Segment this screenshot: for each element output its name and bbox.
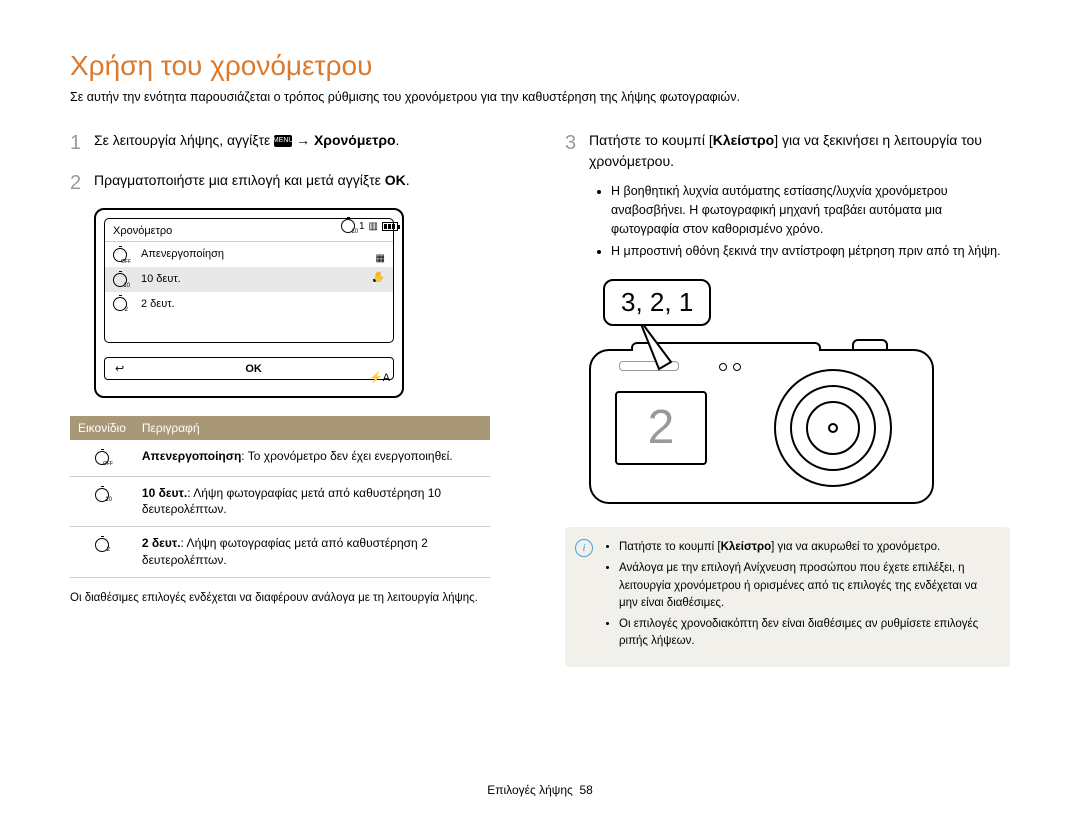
- ok-label: OK: [385, 172, 406, 188]
- mode-icon: ▦: [376, 253, 385, 264]
- option-label: Απενεργοποίηση: [141, 248, 224, 260]
- step2-text: Πραγματοποιήστε μια επιλογή και μετά αγγ…: [94, 172, 385, 188]
- bullet-item: Η μπροστινή οθόνη ξεκινά την αντίστροφη …: [611, 242, 1010, 261]
- camera-menu-screenshot: 1 ▥ Χρονόμετρο Απενεργοποίηση10 δευτ.✔2 …: [94, 208, 404, 398]
- front-screen: 2: [615, 391, 707, 465]
- availability-note: Οι διαθέσιμες επιλογές ενδέχεται να διαφ…: [70, 590, 515, 607]
- footer-section: Επιλογές λήψης: [487, 783, 573, 797]
- cell-desc: Απενεργοποίηση: Το χρονόμετρο δεν έχει ε…: [134, 440, 490, 476]
- bullet-item: Η βοηθητική λυχνία αυτόματης εστίασης/λυ…: [611, 182, 1010, 238]
- step3-bullets: Η βοηθητική λυχνία αυτόματης εστίασης/λυ…: [611, 182, 1010, 261]
- countdown-bubble: 3, 2, 1: [603, 279, 711, 326]
- step-2: 2 Πραγματοποιήστε μια επιλογή και μετά α…: [70, 168, 515, 198]
- th-desc: Περιγραφή: [134, 416, 490, 440]
- timer-icon: [113, 297, 131, 312]
- left-column: 1 Σε λειτουργία λήψης, αγγίξτε MENU → Χρ…: [70, 128, 515, 667]
- bubble-tail-icon: [631, 317, 681, 377]
- page-footer: Επιλογές λήψης 58: [0, 783, 1080, 797]
- info-item: Οι επιλογές χρονοδιακόπτη δεν είναι διαθ…: [619, 616, 996, 651]
- step3-bold: Κλείστρο: [713, 132, 774, 148]
- page-title: Χρήση του χρονόμετρου: [70, 50, 1010, 82]
- info-icon: i: [575, 539, 593, 557]
- option-label: 10 δευτ.: [141, 273, 181, 285]
- step-number: 1: [70, 128, 94, 158]
- menu-option[interactable]: Απενεργοποίηση: [105, 242, 393, 267]
- hand-icon: ✋: [373, 272, 385, 283]
- menu-icon: MENU: [274, 135, 292, 147]
- page-subtitle: Σε αυτήν την ενότητα παρουσιάζεται ο τρό…: [70, 90, 1010, 104]
- back-icon[interactable]: ↩: [115, 362, 124, 375]
- flash-icon: ⚡A: [369, 371, 390, 384]
- timer-icon: [113, 247, 131, 262]
- option-label: 2 δευτ.: [141, 298, 175, 310]
- side-icons: ▦ ✋: [373, 253, 385, 283]
- footer-page: 58: [579, 783, 592, 797]
- lens-icon: [774, 369, 892, 487]
- info-box: i Πατήστε το κουμπί [Κλείστρο] για να ακ…: [565, 527, 1010, 667]
- cell-desc: 2 δευτ.: Λήψη φωτογραφίας μετά από καθυσ…: [134, 527, 490, 578]
- cell-icon: [70, 476, 134, 527]
- menu-option[interactable]: 2 δευτ.: [105, 292, 393, 317]
- step1-bold: Χρονόμετρο: [314, 132, 396, 148]
- info-item: Ανάλογα με την επιλογή Ανίχνευση προσώπο…: [619, 560, 996, 612]
- step-1: 1 Σε λειτουργία λήψης, αγγίξτε MENU → Χρ…: [70, 128, 515, 158]
- step3-pre: Πατήστε το κουμπί [: [589, 132, 713, 148]
- icon-description-table: Εικονίδιο Περιγραφή Απενεργοποίηση: Το χ…: [70, 416, 490, 578]
- step-number: 2: [70, 168, 94, 198]
- table-row: 2 δευτ.: Λήψη φωτογραφίας μετά από καθυσ…: [70, 527, 490, 578]
- cell-icon: [70, 440, 134, 476]
- menu-title: Χρονόμετρο: [105, 219, 393, 242]
- right-column: 3 Πατήστε το κουμπί [Κλείστρο] για να ξε…: [565, 128, 1010, 667]
- table-row: 10 δευτ.: Λήψη φωτογραφίας μετά από καθυ…: [70, 476, 490, 527]
- sensor-dots: [719, 363, 741, 371]
- step1-pre: Σε λειτουργία λήψης, αγγίξτε: [94, 132, 274, 148]
- step-3: 3 Πατήστε το κουμπί [Κλείστρο] για να ξε…: [565, 128, 1010, 172]
- table-row: Απενεργοποίηση: Το χρονόμετρο δεν έχει ε…: [70, 440, 490, 476]
- cell-icon: [70, 527, 134, 578]
- ok-button[interactable]: OK: [245, 363, 262, 375]
- shutter-button-icon: [852, 339, 888, 351]
- camera-illustration: 3, 2, 1 2: [589, 279, 959, 509]
- step-number: 3: [565, 128, 589, 172]
- th-icon: Εικονίδιο: [70, 416, 134, 440]
- cell-desc: 10 δευτ.: Λήψη φωτογραφίας μετά από καθυ…: [134, 476, 490, 527]
- step1-arrow: →: [296, 132, 314, 148]
- info-item: Πατήστε το κουμπί [Κλείστρο] για να ακυρ…: [619, 539, 996, 556]
- front-screen-countdown: 2: [617, 393, 705, 463]
- menu-option[interactable]: 10 δευτ.✔: [105, 267, 393, 292]
- timer-icon: [113, 272, 131, 287]
- bottom-bar: ↩ OK: [104, 357, 394, 380]
